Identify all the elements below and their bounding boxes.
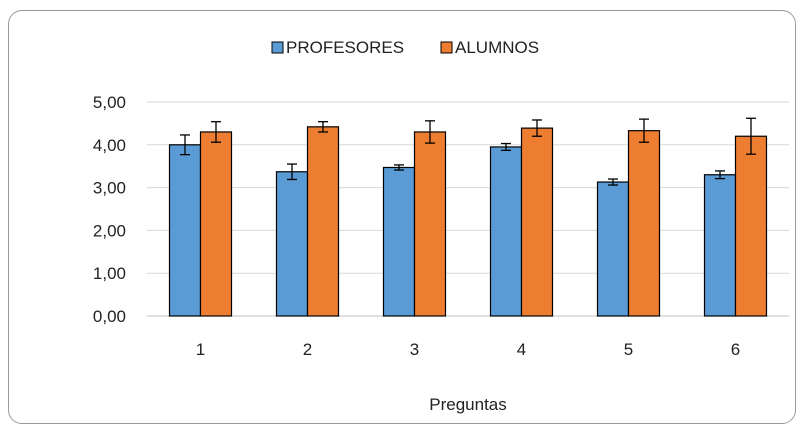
legend-swatch: [440, 41, 453, 54]
error-bars: [180, 117, 756, 186]
bar: [306, 126, 340, 317]
bar: [199, 131, 233, 317]
x-tick-label: 5: [624, 340, 633, 359]
bar: [520, 127, 554, 317]
bar: [734, 135, 768, 317]
x-tick-label: 4: [517, 340, 526, 359]
x-tick-label: 3: [410, 340, 419, 359]
legend: PROFESORES ALUMNOS: [271, 38, 539, 57]
bars: [168, 126, 768, 317]
x-axis-label: Preguntas: [429, 395, 507, 414]
y-tick-label: 0,00: [93, 307, 126, 326]
y-tick-label: 1,00: [93, 264, 126, 283]
bar: [596, 181, 630, 317]
x-axis-tick-labels: 1 2 3 4 5 6: [196, 340, 740, 359]
y-tick-label: 4,00: [93, 136, 126, 155]
x-tick-label: 1: [196, 340, 205, 359]
y-tick-label: 2,00: [93, 221, 126, 240]
legend-label: PROFESORES: [286, 38, 404, 57]
y-axis-tick-labels: 0,00 1,00 2,00 3,00 4,00 5,00: [93, 93, 126, 326]
gridlines: [147, 101, 789, 317]
bar: [489, 146, 523, 317]
bar: [627, 130, 661, 317]
y-tick-label: 3,00: [93, 179, 126, 198]
legend-swatch: [271, 41, 284, 54]
bar: [275, 171, 309, 317]
x-tick-label: 6: [731, 340, 740, 359]
bar: [382, 166, 416, 317]
x-tick-label: 2: [303, 340, 312, 359]
bar: [168, 144, 202, 317]
legend-label: ALUMNOS: [455, 38, 539, 57]
bar: [413, 131, 447, 317]
bar: [703, 174, 737, 317]
y-tick-label: 5,00: [93, 93, 126, 112]
